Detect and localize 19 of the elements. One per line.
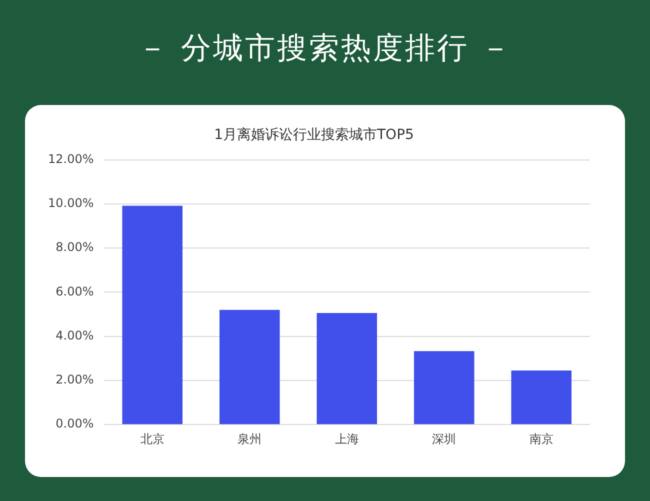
y-tick-label: 0.00%	[56, 416, 94, 431]
chart-title: － 分城市搜索热度排行 －	[136, 30, 514, 68]
bar	[414, 351, 474, 424]
bar	[219, 310, 280, 424]
y-tick-label: 10.00%	[48, 196, 94, 210]
y-tick-label: 8.00%	[56, 240, 94, 254]
x-tick-label: 南京	[529, 432, 554, 446]
bar	[316, 312, 378, 424]
y-tick-label: 2.00%	[56, 372, 94, 387]
bar	[122, 206, 183, 424]
chart-subtitle: 1月离婚诉讼行业搜索城市TOP5	[214, 127, 414, 144]
y-tick-label: 4.00%	[56, 328, 94, 342]
y-tick-label: 6.00%	[56, 284, 94, 298]
x-tick-label: 上海	[334, 432, 359, 446]
bar	[511, 370, 572, 424]
y-tick-label: 12.00%	[48, 152, 94, 166]
x-tick-label: 北京	[140, 432, 164, 446]
x-tick-label: 深圳	[432, 432, 456, 446]
x-tick-label: 泉州	[238, 432, 262, 446]
